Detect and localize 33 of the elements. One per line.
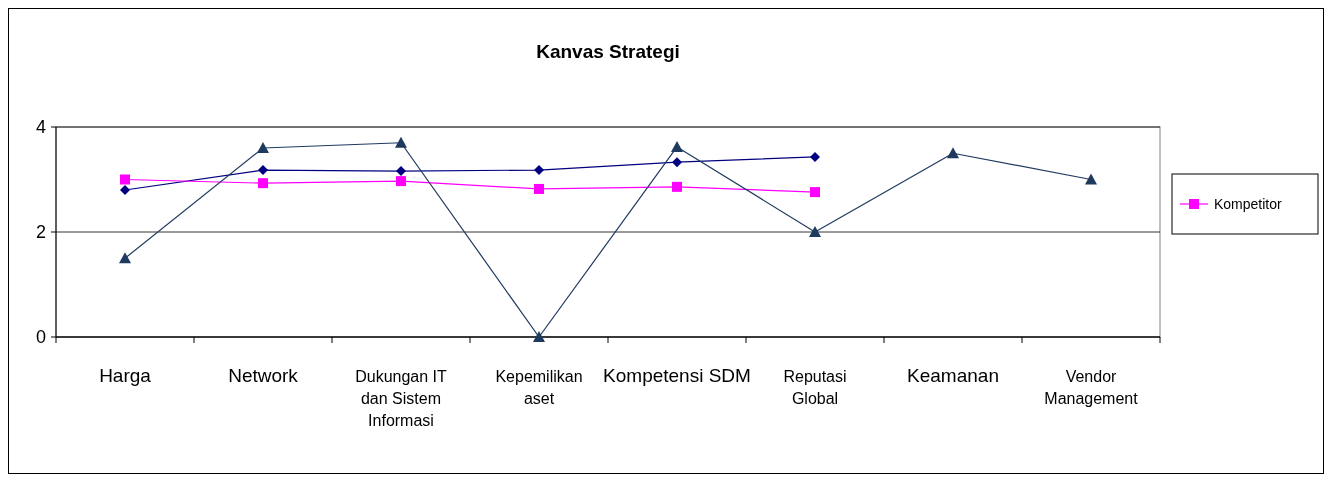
x-tick-label: Network [228,365,299,386]
point [396,166,406,177]
legend-label: Kompetitor [1214,196,1283,212]
x-tick-label: Kepemilikan aset [495,368,583,407]
point [809,226,821,237]
x-tick-label: Vendor Management [1044,368,1139,407]
point [534,183,544,194]
point [534,165,544,176]
point [947,147,959,159]
point [810,187,820,198]
y-tick-label: 4 [35,117,46,137]
point [120,185,130,195]
point [672,181,682,192]
x-tick-label: Harga [99,365,152,386]
point [671,140,683,152]
point [810,151,820,162]
point [672,157,682,168]
x-tick-label: Reputasi Global [783,368,847,407]
point [1085,173,1097,185]
point [395,136,407,148]
point [257,142,269,153]
x-tick-label: Kompetensi SDM [603,365,751,386]
x-tick-label: Keamanan [907,365,999,386]
point [533,331,545,342]
point [396,176,406,187]
point [258,178,268,189]
x-tick-label: Dukungan IT dan Sistem Informasi [355,368,448,429]
point [120,174,130,185]
y-tick-label: 0 [35,327,46,347]
y-tick-label: 2 [35,222,46,242]
point [119,252,131,264]
point [258,165,268,176]
chart-title: Kanvas Strategi [536,41,680,62]
